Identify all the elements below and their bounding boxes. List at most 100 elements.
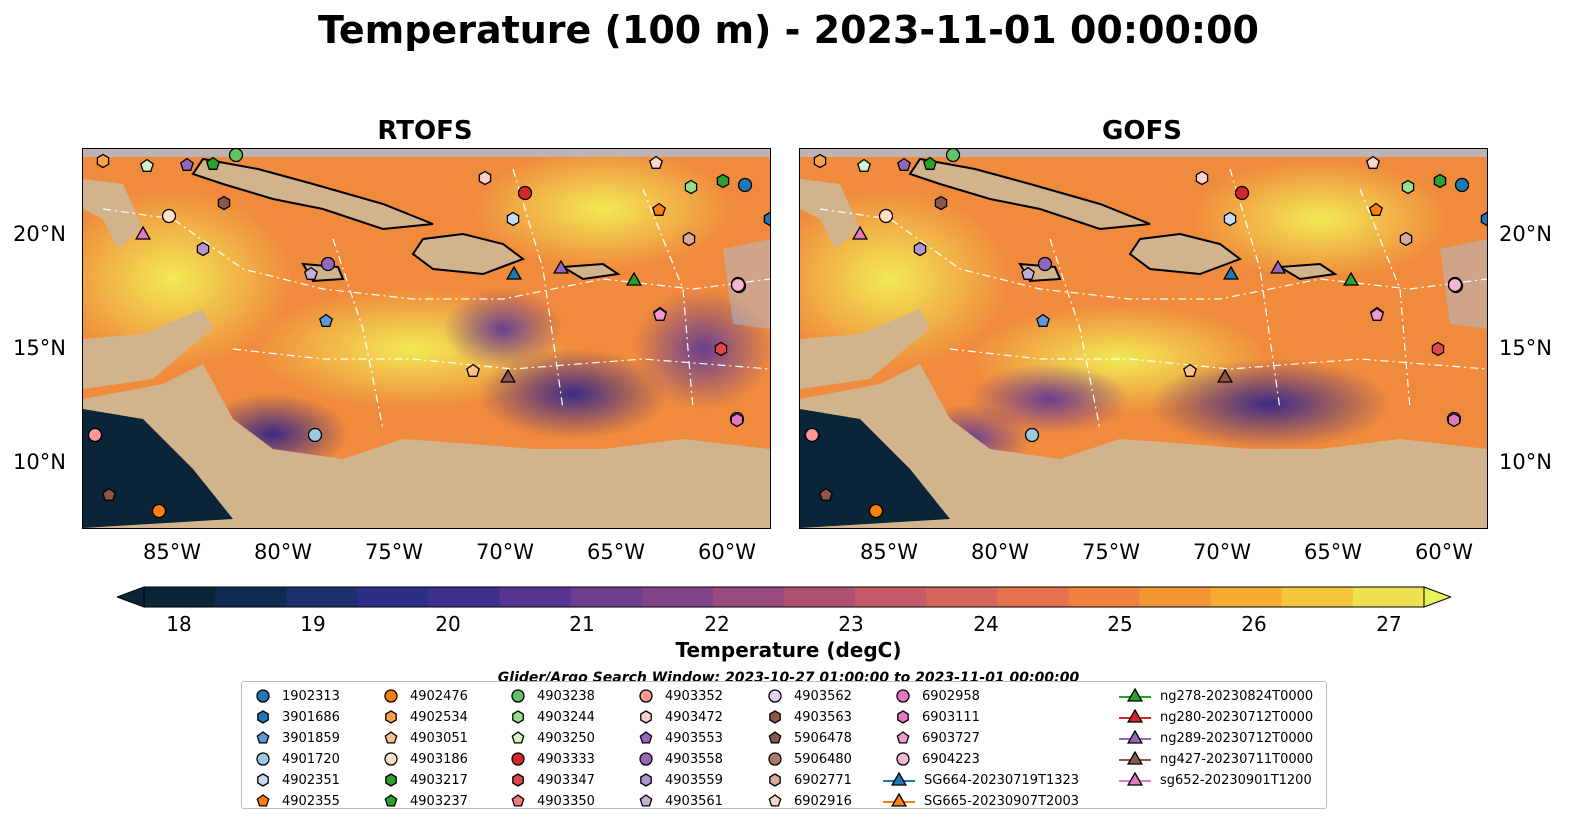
colorbar-segment [855, 587, 927, 607]
map-marker [320, 256, 336, 272]
map-marker [653, 307, 667, 321]
legend-marker [511, 794, 525, 807]
legend-marker [640, 773, 652, 787]
legend-item: 6903727 [892, 728, 980, 748]
map-marker [1223, 211, 1237, 227]
map-marker [466, 363, 480, 377]
map-marker [716, 173, 730, 189]
legend-marker [512, 710, 524, 724]
map-marker [714, 341, 728, 357]
legend-marker [511, 689, 525, 703]
map-marker [819, 487, 833, 501]
colorbar-label: Temperature (degC) [675, 638, 902, 662]
legend-item: sg652-20230901T1200 [1118, 770, 1312, 790]
map-marker [923, 156, 937, 170]
legend-label: 4903250 [537, 730, 595, 746]
legend-marker [1119, 772, 1151, 786]
map-marker [1021, 266, 1035, 280]
legend-label: 4901720 [282, 751, 340, 767]
legend-label: SG665-20230907T2003 [924, 793, 1080, 809]
legend-label: 4902351 [282, 772, 340, 788]
map-marker [1401, 179, 1415, 195]
legend-label: ng289-20230712T0000 [1160, 730, 1314, 746]
map-marker [307, 427, 323, 443]
colorbar-segment [1281, 587, 1354, 607]
colorbar-segment [641, 587, 714, 607]
map-marker [102, 487, 116, 501]
legend-item: SG665-20230907T2003 [882, 791, 1079, 811]
legend-marker [256, 752, 270, 766]
legend-item: 4903217 [380, 770, 468, 790]
legend-label: SG664-20230719T1323 [924, 772, 1080, 788]
legend-label: 6904223 [922, 751, 980, 767]
colorbar-segment [712, 587, 785, 607]
colorbar-extend-min [115, 586, 145, 608]
legend-label: 4903563 [794, 709, 852, 725]
colorbar-tick-26: 26 [1241, 612, 1267, 636]
legend-item: 4902351 [252, 770, 340, 790]
lon-label-60w-right: 60°W [1415, 540, 1473, 564]
legend-marker [385, 773, 397, 787]
legend-marker [512, 773, 524, 787]
legend-label: 5906478 [794, 730, 852, 746]
map-marker [1454, 177, 1470, 193]
legend-marker [639, 689, 653, 703]
colorbar-tick-27: 27 [1376, 612, 1402, 636]
map-marker [1370, 307, 1384, 321]
legend-item: 4903237 [380, 791, 468, 811]
lon-label-75w-right: 75°W [1082, 540, 1140, 564]
legend-marker [256, 731, 270, 744]
legend-marker [639, 794, 653, 807]
lon-label-85w-right: 85°W [860, 540, 918, 564]
legend-item: SG664-20230719T1323 [882, 770, 1079, 790]
legend-item: 6902771 [764, 770, 852, 790]
map-marker [868, 503, 884, 519]
map-rtofs-svg [83, 149, 770, 528]
colorbar-segment [428, 587, 501, 607]
legend-marker [768, 689, 782, 703]
legend-label: sg652-20230901T1200 [1160, 772, 1312, 788]
legend-item: ng278-20230824T0000 [1118, 686, 1313, 706]
colorbar-segment [215, 587, 287, 607]
legend-item: 4903563 [764, 707, 852, 727]
map-panel-rtofs [82, 148, 771, 529]
legend-marker [1119, 688, 1151, 702]
map-marker [737, 177, 753, 193]
legend-marker [897, 710, 909, 724]
legend-item: 4901720 [252, 749, 340, 769]
legend-marker [257, 773, 269, 787]
lon-label-80w-left: 80°W [254, 540, 312, 564]
map-marker [552, 259, 570, 274]
map-marker [1195, 170, 1209, 186]
legend-item: 4903347 [507, 770, 595, 790]
legend-label: 4903333 [537, 751, 595, 767]
map-marker [897, 157, 911, 171]
legend-label: 4903347 [537, 772, 595, 788]
legend-label: 4903237 [410, 793, 468, 809]
legend-marker [896, 731, 910, 744]
map-marker [1222, 265, 1240, 280]
legend-item: 6903111 [892, 707, 980, 727]
map-marker [228, 149, 244, 163]
map-marker [804, 427, 820, 443]
lon-label-80w-right: 80°W [971, 540, 1029, 564]
lon-label-65w-right: 65°W [1304, 540, 1362, 564]
legend-item: 4903238 [507, 686, 595, 706]
colorbar-segment [1352, 587, 1425, 607]
map-marker [87, 427, 103, 443]
map-marker [1036, 313, 1050, 327]
colorbar-segment [144, 587, 216, 607]
lon-label-75w-left: 75°W [365, 540, 423, 564]
legend-item: 4903559 [635, 770, 723, 790]
legend-label: 4903350 [537, 793, 595, 809]
map-marker [625, 271, 643, 286]
map-marker [499, 368, 517, 383]
lat-label-20n-left: 20°N [13, 222, 66, 246]
map-marker [1037, 256, 1053, 272]
map-marker [652, 202, 666, 216]
colorbar-tick-24: 24 [973, 612, 999, 636]
legend-marker [511, 752, 525, 766]
legend-marker [1119, 751, 1151, 765]
legend-item: 4903250 [507, 728, 595, 748]
map-marker [140, 158, 154, 172]
